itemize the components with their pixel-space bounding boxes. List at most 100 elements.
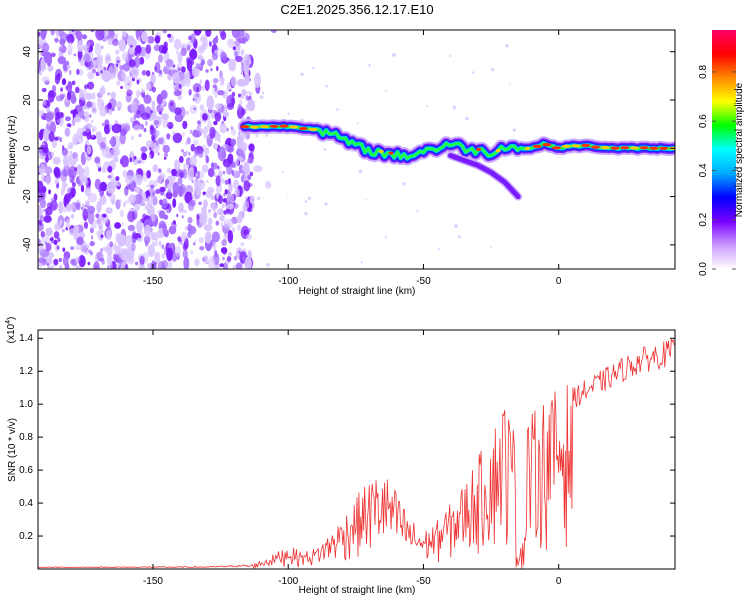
noise-speckle	[96, 201, 102, 213]
noise-speckle	[53, 193, 58, 202]
noise-speckle	[183, 163, 189, 170]
noise-speckle	[226, 127, 229, 132]
noise-speckle	[210, 112, 215, 119]
noise-speckle	[57, 73, 61, 78]
noise-speckle	[139, 57, 145, 65]
noise-speckle	[135, 89, 141, 99]
sparse-speckle	[452, 105, 457, 110]
noise-speckle	[242, 132, 248, 138]
noise-speckle	[39, 249, 50, 258]
signal-peak	[532, 144, 542, 148]
x-tick-label: -100	[278, 576, 298, 587]
noise-speckle	[172, 198, 177, 208]
colorbar-tick-label: 0.2	[698, 212, 709, 226]
snr-series-line	[38, 338, 675, 569]
noise-speckle	[243, 161, 250, 175]
noise-speckle	[41, 87, 47, 93]
noise-speckle	[200, 37, 203, 42]
noise-speckle	[181, 215, 184, 219]
noise-speckle	[241, 36, 247, 44]
noise-speckle	[49, 121, 56, 134]
noise-speckle	[140, 88, 145, 93]
sparse-speckle	[265, 263, 270, 267]
noise-speckle	[223, 210, 228, 215]
noise-speckle	[207, 256, 216, 269]
x-tick-label: -50	[416, 576, 431, 587]
noise-speckle	[220, 51, 227, 61]
noise-speckle	[232, 46, 236, 51]
noise-speckle	[172, 72, 181, 84]
sparse-speckle	[356, 122, 359, 125]
noise-speckle	[118, 39, 127, 52]
noise-speckle	[124, 200, 128, 204]
noise-speckle	[116, 263, 120, 267]
noise-speckle	[245, 196, 248, 200]
noise-speckle	[164, 193, 167, 198]
noise-speckle	[116, 59, 120, 64]
noise-speckle	[133, 194, 143, 205]
noise-speckle	[160, 89, 168, 100]
noise-speckle	[177, 177, 183, 185]
noise-speckle	[216, 66, 219, 71]
noise-speckle	[145, 82, 151, 91]
noise-speckle	[241, 256, 246, 262]
noise-speckle	[165, 191, 173, 200]
sparse-speckle	[368, 63, 371, 67]
noise-speckle	[181, 131, 185, 137]
noise-speckle	[165, 175, 174, 189]
noise-speckle	[207, 135, 210, 138]
noise-speckle	[207, 167, 215, 178]
noise-speckle	[133, 114, 137, 120]
noise-speckle	[38, 153, 44, 159]
noise-speckle	[43, 215, 52, 223]
noise-speckle	[227, 230, 234, 244]
noise-speckle	[90, 120, 94, 123]
sparse-speckle	[454, 224, 458, 228]
signal-peak	[298, 127, 308, 131]
y-tick-label: 40	[22, 46, 33, 58]
signal-peak	[620, 146, 630, 150]
noise-speckle	[166, 168, 172, 174]
noise-speckle	[43, 128, 50, 142]
noise-speckle	[192, 139, 199, 146]
noise-speckle	[187, 223, 193, 232]
noise-speckle	[108, 139, 113, 145]
noise-speckle	[130, 44, 133, 48]
noise-speckle	[213, 143, 219, 150]
noise-speckle	[102, 246, 108, 252]
noise-speckle	[172, 181, 180, 195]
noise-speckle	[133, 155, 137, 160]
noise-speckle	[84, 187, 92, 197]
noise-speckle	[154, 35, 161, 44]
signal-peak	[629, 146, 639, 150]
noise-speckle	[128, 194, 136, 204]
noise-speckle	[188, 89, 192, 96]
noise-speckle	[158, 111, 162, 115]
noise-speckle	[193, 92, 202, 104]
noise-speckle	[112, 38, 119, 47]
noise-speckle	[202, 113, 208, 121]
y-tick-label: -20	[22, 189, 33, 204]
noise-speckle	[198, 149, 204, 158]
noise-speckle	[51, 85, 57, 92]
snr-frame	[37, 329, 676, 570]
noise-speckle	[176, 50, 179, 55]
noise-speckle	[151, 241, 158, 247]
sparse-speckle	[472, 71, 475, 74]
signal-peak	[571, 144, 581, 148]
noise-speckle	[48, 122, 51, 126]
spectrogram-x-label: Height of straight line (km)	[299, 286, 416, 297]
noise-speckle	[96, 230, 102, 237]
noise-speckle	[122, 30, 127, 38]
signal-peak	[600, 146, 610, 150]
x-tick-label: -150	[143, 576, 163, 587]
colorbar-tick-label: 0.4	[698, 163, 709, 177]
noise-speckle	[40, 231, 45, 238]
noise-speckle	[41, 42, 50, 53]
noise-speckle	[210, 194, 215, 201]
sparse-speckle	[490, 67, 495, 72]
noise-speckle	[77, 240, 81, 245]
noise-speckle	[170, 104, 176, 113]
noise-speckle	[92, 68, 96, 74]
noise-speckle	[201, 85, 205, 92]
